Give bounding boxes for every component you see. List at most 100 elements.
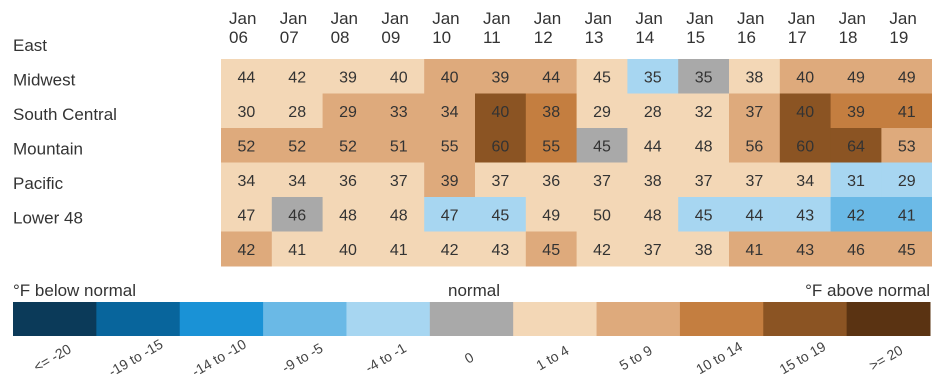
cell-value-label: 46 (847, 242, 865, 259)
cell-value-label: 28 (288, 104, 306, 121)
cell-value-label: 52 (288, 138, 306, 155)
cell-value-label: 48 (695, 138, 713, 155)
heatmap-cell (424, 128, 476, 163)
cell-value-label: 49 (847, 69, 865, 86)
cell-value-label: 31 (847, 173, 865, 190)
heatmap-cell (373, 59, 425, 94)
cell-value-label: 43 (796, 207, 814, 224)
heatmap-cell (678, 93, 730, 129)
cell-value-label: 39 (492, 69, 510, 86)
heatmap-cell (221, 162, 273, 198)
cell-value-label: 29 (898, 173, 916, 190)
heatmap-cell (525, 231, 578, 267)
heatmap-cell (830, 231, 882, 267)
date-label-day: 11 (483, 28, 501, 47)
heatmap-cell (678, 59, 730, 94)
heatmap-cell (221, 231, 273, 267)
legend-swatch (429, 302, 514, 336)
heatmap-cell (627, 197, 679, 232)
cell-value-label: 39 (339, 69, 357, 86)
legend-range-label: -4 to -1 (362, 340, 409, 376)
cell-value-label: 45 (542, 242, 560, 259)
region-label: Midwest (13, 71, 76, 90)
heatmap-cell (576, 162, 628, 198)
cell-value-label: 56 (746, 138, 764, 155)
cell-value-label: 34 (796, 173, 814, 190)
heatmap-cell (475, 162, 527, 198)
date-label-day: 14 (635, 28, 654, 47)
legend-above-normal-label: °F above normal (805, 281, 930, 300)
cell-value-label: 45 (695, 207, 713, 224)
legend-below-normal-label: °F below normal (13, 281, 136, 300)
cell-value-label: 42 (441, 242, 459, 259)
heatmap-cell (424, 162, 476, 198)
cell-value-label: 44 (746, 207, 764, 224)
cell-value-label: 45 (593, 69, 611, 86)
legend-swatch (96, 302, 181, 336)
heatmap-cell (729, 59, 781, 94)
cell-value-label: 53 (898, 138, 916, 155)
heatmap-cell (475, 93, 527, 129)
heatmap-cell (576, 197, 628, 232)
legend-swatch (846, 302, 931, 336)
cell-value-label: 29 (593, 104, 611, 121)
cell-value-label: 37 (492, 173, 510, 190)
cell-value-label: 49 (542, 207, 560, 224)
cell-value-label: 37 (746, 104, 764, 121)
heatmap-cell (525, 162, 578, 198)
cell-value-label: 42 (847, 207, 865, 224)
legend-range-label: 5 to 9 (617, 342, 656, 373)
date-label-month: Jan (381, 9, 408, 28)
cell-value-label: 60 (492, 138, 510, 155)
cell-value-label: 55 (441, 138, 459, 155)
cell-value-label: 46 (288, 207, 306, 224)
heatmap-cell (322, 231, 374, 267)
heatmap-cell (322, 128, 374, 163)
date-label: Jan 17 (788, 9, 815, 47)
cell-value-label: 34 (441, 104, 459, 121)
legend-swatch (346, 302, 431, 336)
heatmap-cell (271, 93, 324, 129)
cell-value-label: 41 (746, 242, 764, 259)
cell-value-label: 40 (796, 69, 814, 86)
heatmap-cell (271, 162, 324, 198)
cell-value-label: 43 (796, 242, 814, 259)
date-label: Jan 16 (737, 9, 764, 47)
cell-value-label: 37 (390, 173, 408, 190)
heatmap-cell (322, 59, 374, 94)
date-label-month: Jan (839, 9, 866, 28)
cell-value-label: 41 (288, 242, 306, 259)
heatmap-cell (271, 59, 324, 94)
date-label-month: Jan (229, 9, 256, 28)
cell-value-label: 37 (593, 173, 611, 190)
cell-value-label: 38 (746, 69, 764, 86)
heatmap-cell (271, 128, 324, 163)
heatmap-cell (627, 231, 679, 267)
heatmap-cell (373, 162, 425, 198)
heatmap-cell (221, 93, 273, 129)
date-label: Jan 18 (839, 9, 866, 47)
legend-swatch (679, 302, 764, 336)
cell-value-label: 43 (492, 242, 510, 259)
heatmap-cell (779, 231, 832, 267)
date-label-month: Jan (686, 9, 713, 28)
region-label: South Central (13, 105, 117, 124)
heatmap-cell (221, 128, 273, 163)
date-label: Jan 10 (432, 9, 459, 47)
date-label-day: 10 (432, 28, 451, 47)
date-label-day: 19 (889, 28, 908, 47)
legend-swatch (513, 302, 598, 336)
heatmap-cell (779, 59, 832, 94)
heatmap-cell (678, 231, 730, 267)
heatmap-cell (627, 93, 679, 129)
heatmap-cell (729, 162, 781, 198)
cell-value-label: 38 (695, 242, 713, 259)
heatmap-cell (678, 197, 730, 232)
heatmap-cell (373, 93, 425, 129)
heatmap-cell (678, 128, 730, 163)
heatmap-cell (221, 197, 273, 232)
cell-value-label: 64 (847, 138, 865, 155)
cell-value-label: 55 (542, 138, 560, 155)
cell-value-label: 52 (238, 138, 256, 155)
